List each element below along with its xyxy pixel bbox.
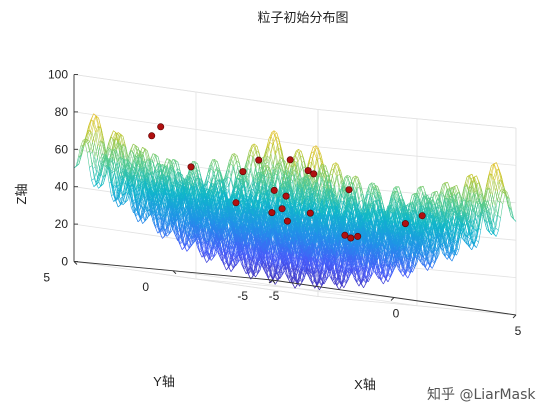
- particle-point: [306, 209, 314, 217]
- z-tick-label: 20: [55, 217, 69, 231]
- particle-point: [157, 123, 165, 131]
- particle-point: [418, 212, 426, 220]
- particle-point: [283, 217, 291, 225]
- z-tick-label: 60: [55, 142, 69, 156]
- particle-markers: [148, 123, 426, 242]
- particle-point: [286, 156, 294, 164]
- particle-point: [187, 163, 195, 171]
- particle-point: [310, 170, 318, 178]
- particle-point: [341, 231, 349, 239]
- z-tick-label: 100: [48, 68, 68, 82]
- chart-title: 粒子初始分布图: [257, 11, 348, 26]
- x-tick-label: -5: [269, 289, 280, 303]
- surface-mesh: [73, 113, 517, 291]
- particle-point: [270, 186, 278, 194]
- x-tick-label: 5: [515, 324, 522, 338]
- y-tick-label: -5: [237, 289, 248, 303]
- particle-point: [282, 192, 290, 200]
- particle-point: [401, 220, 409, 228]
- particle-point: [239, 168, 247, 176]
- z-axis-label: Z轴: [14, 184, 29, 205]
- axes-lines: [73, 74, 517, 319]
- particle-point: [347, 234, 355, 242]
- z-tick-label: 40: [55, 180, 69, 194]
- particle-point: [148, 132, 156, 140]
- y-tick-label: 5: [43, 271, 50, 285]
- x-axis-label: X轴: [354, 377, 376, 392]
- particle-point: [255, 156, 263, 164]
- y-tick-label: 0: [142, 280, 149, 294]
- particle-point: [345, 186, 353, 194]
- y-axis-label: Y轴: [153, 374, 175, 389]
- particle-point: [268, 209, 276, 217]
- watermark-text: 知乎 @LiarMask: [427, 386, 536, 403]
- x-tick-label: 0: [393, 307, 400, 321]
- particle-point: [232, 199, 240, 207]
- z-tick-label: 0: [61, 255, 68, 269]
- z-tick-label: 80: [55, 105, 69, 119]
- particle-point: [278, 205, 286, 213]
- particle-point: [304, 167, 312, 175]
- particle-point: [354, 232, 362, 240]
